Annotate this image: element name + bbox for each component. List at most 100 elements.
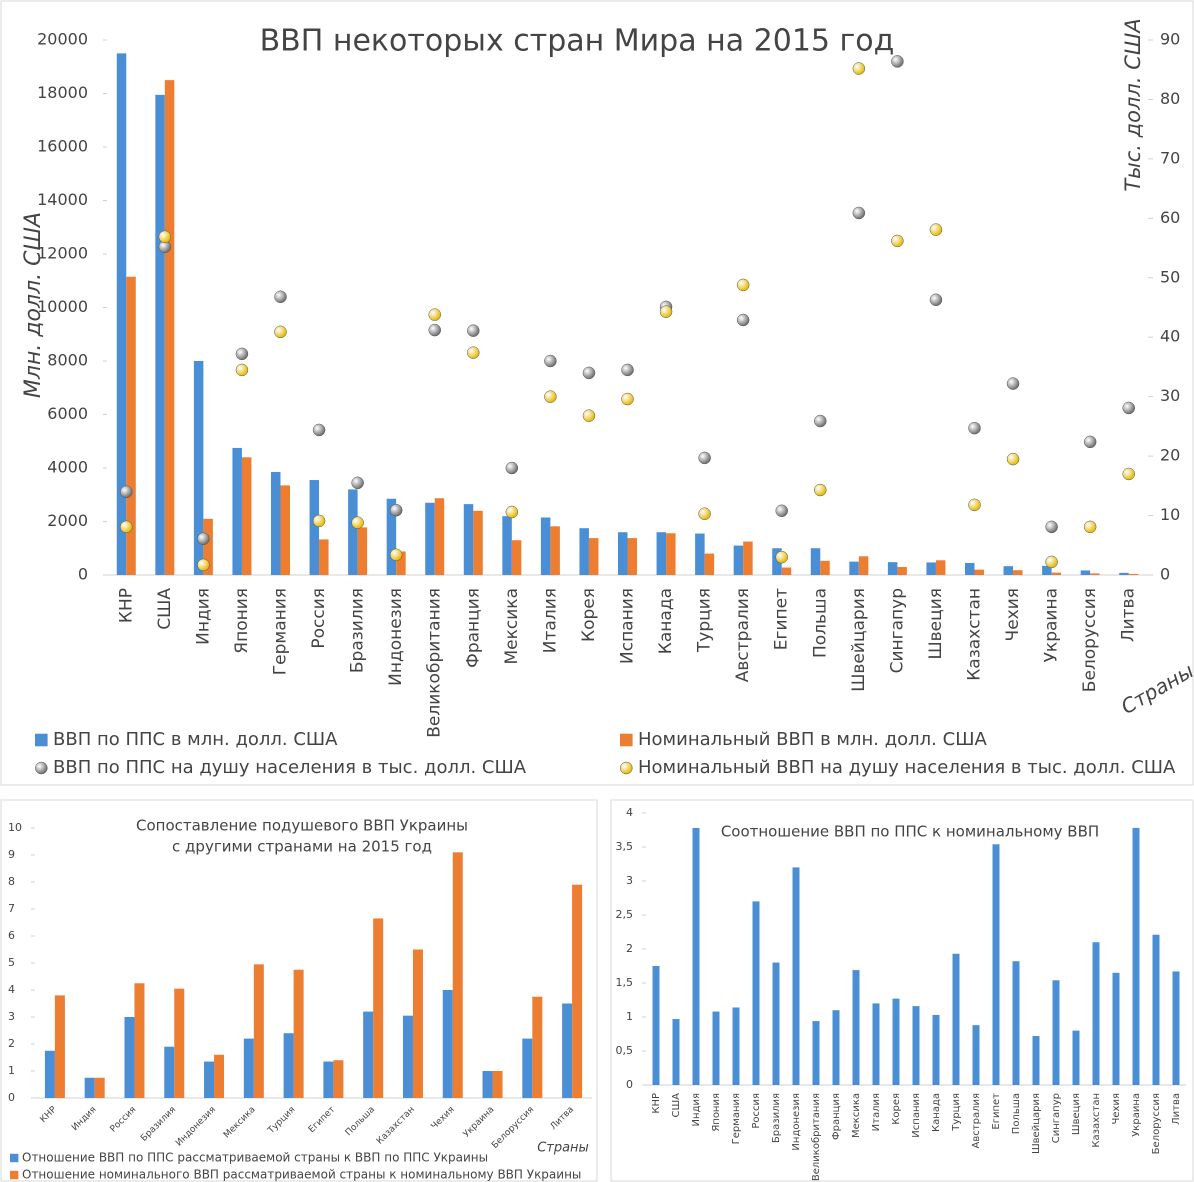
y2-tick-label: 30 <box>1160 386 1180 405</box>
marker <box>120 520 133 534</box>
bar <box>952 953 960 1085</box>
x-tick-label: Индонезия <box>174 1105 218 1149</box>
bar <box>666 533 676 575</box>
bar <box>1052 980 1060 1085</box>
bar <box>912 1006 920 1085</box>
x-tick-label: Мексика <box>851 1093 862 1138</box>
x-tick-label: Казахстан <box>375 1105 417 1147</box>
bar <box>672 1019 680 1085</box>
bar <box>94 1077 105 1098</box>
x-tick-label: Канада <box>656 588 676 654</box>
y-tick-label: 1 <box>626 1010 633 1023</box>
x-tick-label: Чехия <box>1111 1093 1122 1124</box>
x-tick-label: Россия <box>309 588 329 649</box>
x-tick-label: Индонезия <box>386 588 406 686</box>
x-tick-label: Украина <box>1131 1093 1142 1137</box>
marker <box>968 498 981 512</box>
bar <box>588 538 599 575</box>
x-tick-label: Корея <box>579 588 599 642</box>
bar <box>124 1017 135 1098</box>
bar <box>579 528 589 575</box>
y-tick-label: 1 <box>8 1064 15 1077</box>
y-tick-label: 12000 <box>37 244 88 263</box>
bar <box>1090 573 1100 575</box>
marker <box>235 347 249 361</box>
x-axis-title: Страны <box>537 1141 589 1156</box>
x-tick-label: Италия <box>540 588 560 653</box>
x-tick-label: Турция <box>266 1105 298 1137</box>
bar <box>820 560 830 575</box>
bar <box>357 527 368 575</box>
bar <box>618 532 628 575</box>
bar <box>562 1003 573 1098</box>
x-tick-label: Казахстан <box>965 588 985 681</box>
marker <box>891 55 904 68</box>
marker <box>544 390 557 403</box>
marker <box>775 504 788 518</box>
bar <box>174 988 185 1098</box>
y-tick-label: 3,5 <box>616 840 634 853</box>
bar <box>1119 572 1129 575</box>
marker <box>698 451 711 465</box>
y-tick-label: 6 <box>8 929 15 942</box>
bar <box>116 53 127 575</box>
bar <box>164 1046 175 1098</box>
bar <box>652 966 660 1085</box>
y-tick-label: 5 <box>8 956 15 969</box>
bar <box>832 1010 840 1085</box>
x-tick-label: Испания <box>618 588 638 664</box>
bar <box>692 827 700 1085</box>
marker <box>1006 452 1020 466</box>
y2-tick-label: 80 <box>1160 89 1180 108</box>
y2-tick-label: 0 <box>1160 565 1170 584</box>
chart-frame <box>0 799 598 1182</box>
x-tick-label: Австралия <box>733 588 753 682</box>
x-tick-label: КНР <box>116 588 136 623</box>
legend-swatch <box>10 1170 19 1180</box>
x-tick-label: Франция <box>831 1093 842 1140</box>
bar <box>926 562 936 575</box>
y-tick-label: 3 <box>626 874 633 887</box>
bar <box>193 361 204 575</box>
x-tick-label: Литва <box>549 1105 576 1132</box>
bar <box>732 1007 740 1085</box>
bar <box>164 80 175 575</box>
marker <box>312 514 326 528</box>
legend-marker <box>35 761 48 775</box>
bar <box>44 1050 55 1098</box>
bar <box>323 1061 334 1098</box>
y-tick-label: 2,5 <box>616 908 634 921</box>
x-tick-label: Индия <box>70 1105 98 1133</box>
bar <box>473 510 483 575</box>
x-tick-label: Германия <box>731 1093 742 1144</box>
marker <box>736 313 750 327</box>
marker <box>428 308 441 321</box>
bar <box>241 457 252 575</box>
bar <box>402 1015 413 1098</box>
y2-tick-label: 50 <box>1160 267 1180 286</box>
chart-frame <box>610 799 1194 1182</box>
legend-label: Отношение ВВП по ППС рассматриваемой стр… <box>22 1151 488 1165</box>
bar <box>572 884 583 1098</box>
bar <box>992 844 1000 1085</box>
chart: Соотношение ВВП по ППС к номинальному ВВ… <box>616 806 1186 1181</box>
y-tick-label: 10000 <box>37 297 88 316</box>
x-tick-label: Великобритания <box>425 588 445 738</box>
marker <box>1122 467 1135 481</box>
x-tick-label: Германия <box>271 588 291 675</box>
marker <box>582 409 596 422</box>
marker <box>197 558 210 572</box>
x-tick-label: Египет <box>772 588 792 650</box>
bar <box>442 990 453 1098</box>
marker <box>428 323 441 337</box>
x-tick-label: Белоруссия <box>1080 588 1100 692</box>
bar <box>271 472 281 575</box>
chart: ВВП некоторых стран Мира на 2015 год Млн.… <box>21 18 1194 778</box>
bar <box>532 996 543 1098</box>
y2-axis-title: Тыс. долл. США <box>1121 18 1145 191</box>
y-tick-label: 0 <box>626 1078 633 1091</box>
marker <box>659 305 673 318</box>
bar <box>434 498 445 575</box>
marker <box>467 346 480 359</box>
